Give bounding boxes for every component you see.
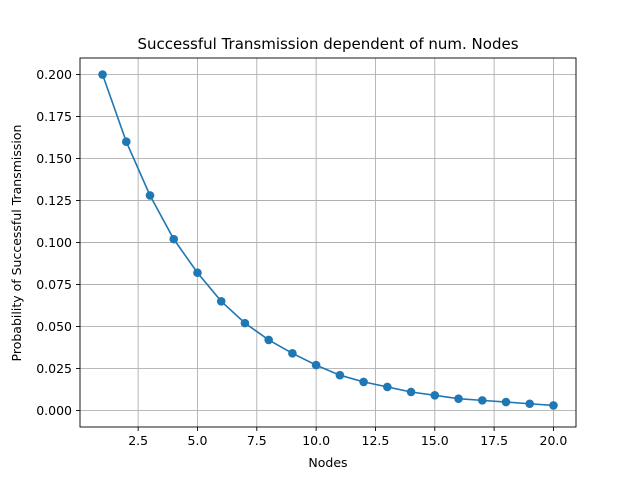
- plot-area-frame: [79, 57, 577, 428]
- data-point: [98, 70, 107, 79]
- data-point: [359, 377, 368, 387]
- data-point: [193, 268, 202, 278]
- x-tick-label: 12.5: [362, 433, 390, 448]
- x-tick-label: 5.0: [188, 433, 208, 448]
- y-axis-label: Probability of Successful Transmission: [9, 125, 24, 362]
- x-tick-label: 7.5: [247, 433, 267, 448]
- data-series: [98, 70, 558, 410]
- data-point: [383, 382, 392, 392]
- data-point: [288, 349, 297, 358]
- data-point: [240, 318, 250, 328]
- y-tick-label: 0.175: [36, 109, 72, 124]
- chart-title: Successful Transmission dependent of num…: [137, 35, 518, 53]
- data-point: [335, 370, 345, 380]
- data-point: [430, 391, 440, 400]
- axis-ticks: 2.5 5.0 7.5 10.0 12.5 15.0 17.5 20.0 0.000 0.025 0…: [36, 67, 567, 448]
- y-tick-label: 0.050: [36, 319, 72, 334]
- x-tick-label: 15.0: [421, 433, 449, 448]
- y-tick-label: 0.150: [36, 151, 72, 166]
- data-point: [169, 234, 179, 244]
- y-tick-label: 0.200: [36, 67, 72, 82]
- data-point: [216, 296, 226, 306]
- data-point: [121, 137, 131, 147]
- y-tick-label: 0.125: [36, 193, 72, 208]
- grid: [80, 58, 576, 427]
- data-point: [549, 401, 558, 410]
- x-tick-label: 17.5: [480, 433, 508, 448]
- data-point: [501, 397, 511, 407]
- data-point: [477, 396, 487, 405]
- data-point: [454, 394, 463, 403]
- x-tick-label: 10.0: [302, 433, 330, 448]
- y-tick-label: 0.025: [36, 361, 72, 376]
- data-point: [264, 335, 273, 345]
- y-tick-label: 0.075: [36, 277, 72, 292]
- x-axis-label: Nodes: [308, 455, 347, 470]
- data-point: [525, 399, 535, 409]
- y-tick-label: 0.100: [36, 235, 72, 250]
- x-tick-label: 20.0: [540, 433, 568, 448]
- data-point: [145, 191, 155, 200]
- data-point: [311, 360, 321, 370]
- data-point: [406, 387, 416, 397]
- y-tick-label: 0.000: [36, 403, 72, 418]
- x-tick-label: 2.5: [128, 433, 148, 448]
